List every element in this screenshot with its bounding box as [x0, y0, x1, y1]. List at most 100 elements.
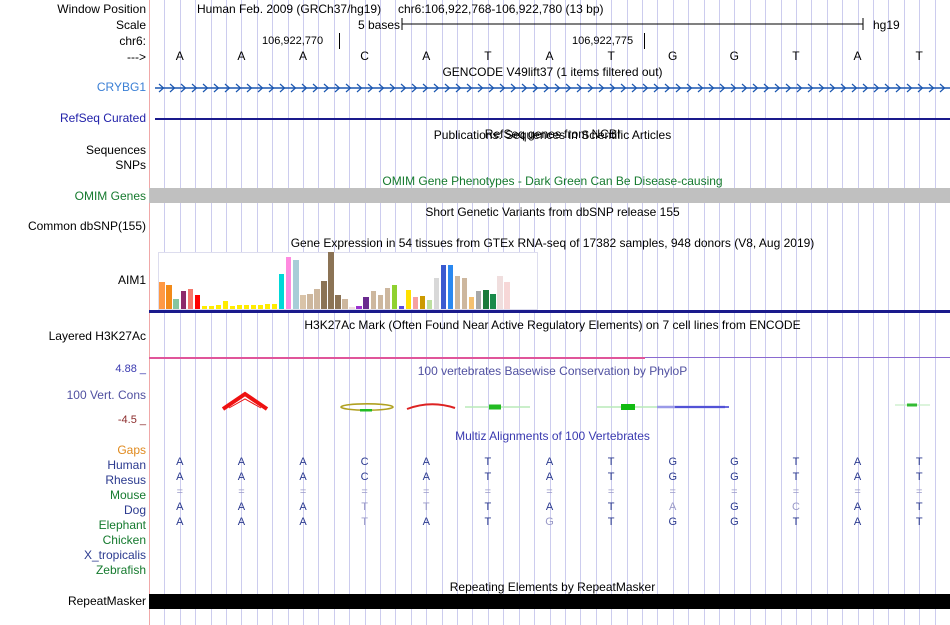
gtex-tissue-bar[interactable]: [222, 301, 229, 309]
track-label-refseq-curated[interactable]: RefSeq Curated: [59, 111, 146, 125]
strand-arrow-icon: [587, 83, 594, 93]
sequence-base: T: [792, 49, 800, 63]
track-label-common-dbsnp[interactable]: Common dbSNP(155): [27, 219, 146, 233]
gtex-tissue-bar[interactable]: [243, 304, 250, 309]
strand-arrow-icon: [400, 83, 407, 93]
species-label-zebrafish[interactable]: Zebrafish: [95, 563, 146, 577]
track-label-sequences[interactable]: Sequences: [85, 143, 146, 157]
alignment-base: T: [915, 516, 923, 528]
sequence-base: T: [607, 49, 615, 63]
track-label-omim-genes[interactable]: OMIM Genes: [74, 189, 146, 203]
gtex-tissue-bar[interactable]: [377, 294, 383, 309]
track-label-snps[interactable]: SNPs: [115, 158, 146, 172]
gtex-tissue-bar[interactable]: [300, 294, 306, 309]
alignment-base: C: [360, 456, 369, 468]
gtex-tissue-bar[interactable]: [314, 289, 320, 309]
gtex-tissue-bar[interactable]: [363, 296, 369, 309]
gtex-tissue-bar[interactable]: [461, 278, 468, 309]
strand-arrow-icon: [796, 83, 803, 93]
alignment-base: A: [422, 471, 430, 483]
refseq-gene-line[interactable]: [155, 118, 950, 120]
gtex-tissue-bar[interactable]: [236, 304, 243, 309]
alignment-base: A: [299, 516, 307, 528]
track-label-crybg1[interactable]: CRYBG1: [96, 80, 146, 94]
gtex-tissue-bar[interactable]: [476, 291, 482, 309]
gtex-tissue-bar[interactable]: [208, 305, 215, 309]
repeatmasker-bar[interactable]: [149, 594, 950, 609]
scale-value: 5 bases: [357, 18, 400, 32]
gtex-tissue-bar[interactable]: [370, 291, 376, 309]
gtex-tissue-bar[interactable]: [433, 278, 440, 309]
strand-arrow-icon: [895, 83, 902, 93]
strand-arrow-icon: [829, 83, 836, 93]
gtex-tissue-bar[interactable]: [264, 303, 271, 309]
gtex-tissue-bar[interactable]: [497, 276, 503, 309]
gencode-gene-arrows[interactable]: [155, 82, 950, 94]
gtex-tissue-bar[interactable]: [286, 257, 292, 309]
gtex-tissue-bar[interactable]: [159, 281, 165, 309]
species-label-x-tropicalis[interactable]: X_tropicalis: [83, 548, 146, 562]
species-label-mouse[interactable]: Mouse: [109, 488, 146, 502]
gtex-tissue-bar[interactable]: [483, 290, 489, 309]
gtex-tissue-bar[interactable]: [440, 265, 447, 309]
cons-feature-dash-green-3: [895, 403, 930, 407]
species-label-human[interactable]: Human: [107, 458, 146, 472]
alignment-base: A: [545, 471, 554, 483]
omim-gene-bar[interactable]: [149, 188, 950, 203]
gtex-tissue-bar[interactable]: [166, 284, 172, 309]
gtex-tissue-bar[interactable]: [405, 290, 412, 309]
gtex-tissue-bar[interactable]: [356, 305, 362, 309]
gtex-tissue-bar[interactable]: [419, 295, 426, 309]
gtex-tissue-bar[interactable]: [469, 296, 475, 309]
gtex-tissue-bar[interactable]: [279, 273, 285, 309]
track-label-gaps[interactable]: Gaps: [117, 443, 146, 457]
gtex-tissue-bar[interactable]: [349, 306, 355, 309]
gtex-tissue-bar[interactable]: [250, 304, 257, 309]
gtex-tissue-bar[interactable]: [490, 293, 496, 309]
track-label-100-vert-cons[interactable]: 100 Vert. Cons: [66, 388, 146, 402]
alignment-base: C: [360, 471, 369, 483]
gtex-tissue-bar[interactable]: [328, 252, 334, 309]
gtex-tissue-bar[interactable]: [504, 281, 510, 309]
gtex-tissue-bar[interactable]: [391, 284, 398, 309]
alignment-base: T: [484, 516, 492, 528]
gtex-tissue-bar[interactable]: [229, 305, 236, 309]
gtex-tissue-bar[interactable]: [271, 303, 278, 309]
gtex-tissue-bar[interactable]: [398, 305, 405, 309]
alignment-base: T: [915, 501, 923, 513]
alignment-base: =: [423, 486, 430, 498]
gtex-tissue-bar[interactable]: [201, 305, 208, 309]
h3k27ac-baseline-right: [645, 357, 950, 358]
gtex-tissue-bar[interactable]: [412, 296, 419, 309]
gtex-tissue-bar[interactable]: [194, 294, 200, 309]
species-label-elephant[interactable]: Elephant: [98, 518, 146, 532]
phylop-conservation-plot[interactable]: [155, 383, 950, 415]
alignment-base: A: [299, 456, 307, 468]
gtex-tissue-bar[interactable]: [335, 294, 341, 309]
gtex-tissue-bar[interactable]: [257, 304, 264, 309]
track-label-layered-h3k27ac[interactable]: Layered H3K27Ac: [48, 329, 146, 343]
gtex-tissue-bar[interactable]: [293, 259, 299, 309]
strand-arrow-icon: [510, 83, 517, 93]
gtex-tissue-bar[interactable]: [180, 291, 186, 309]
gtex-tissue-bar[interactable]: [342, 299, 348, 309]
gtex-tissue-bar[interactable]: [321, 280, 327, 309]
species-label-rhesus[interactable]: Rhesus: [105, 473, 146, 487]
gtex-tissue-bar[interactable]: [426, 300, 433, 309]
gtex-tissue-bar[interactable]: [454, 276, 461, 309]
species-label-dog[interactable]: Dog: [123, 503, 146, 517]
gtex-chart-frame[interactable]: [158, 252, 538, 310]
sequence-base: A: [175, 49, 184, 63]
gtex-tissue-bar[interactable]: [173, 299, 179, 309]
gtex-tissue-bar[interactable]: [447, 265, 454, 309]
track-label-repeatmasker[interactable]: RepeatMasker: [67, 594, 146, 608]
gtex-tissue-bar[interactable]: [307, 293, 313, 309]
species-label-chicken[interactable]: Chicken: [102, 533, 146, 547]
track-label-aim1[interactable]: AIM1: [117, 273, 146, 287]
gtex-tissue-bar[interactable]: [384, 288, 390, 309]
gtex-tissue-bar[interactable]: [187, 289, 193, 309]
gtex-tissue-bar[interactable]: [215, 304, 222, 309]
strand-arrow-icon: [840, 83, 847, 93]
h3k27ac-baseline-left: [149, 357, 645, 359]
